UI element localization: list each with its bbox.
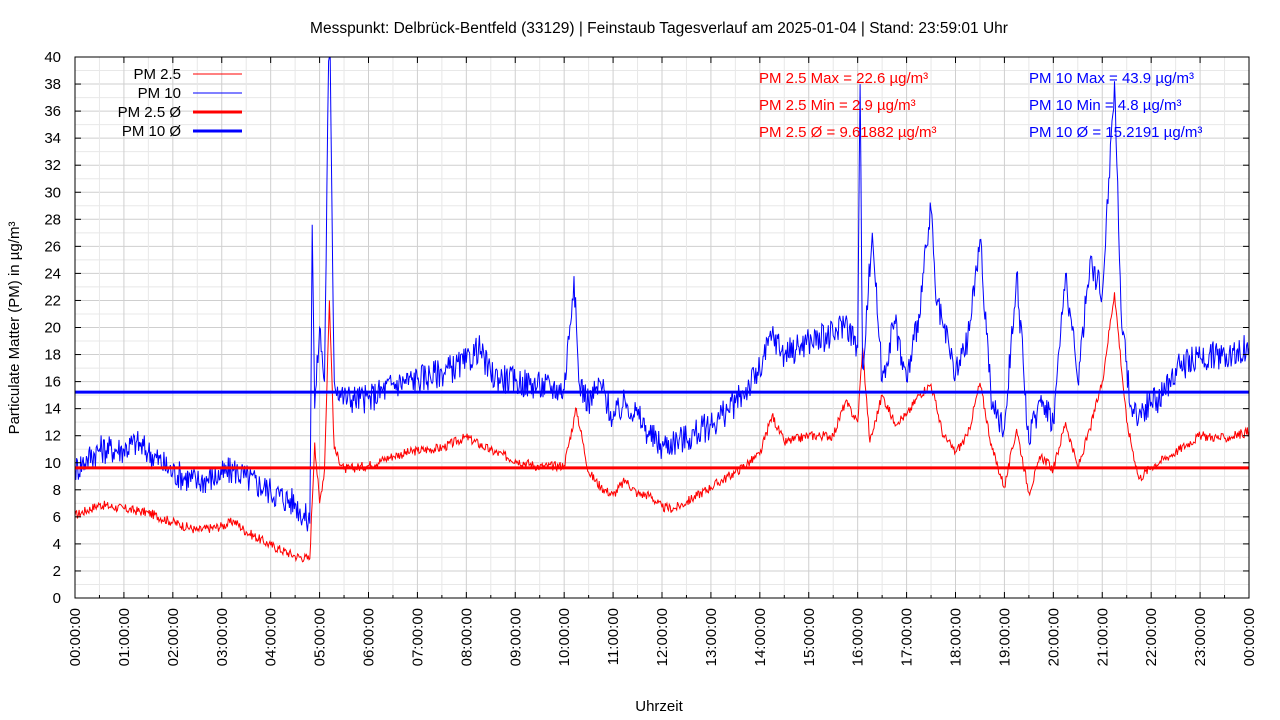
x-tick-label: 11:00:00: [605, 608, 622, 665]
y-tick-label: 16: [44, 374, 61, 391]
x-tick-label: 09:00:00: [507, 608, 524, 666]
x-tick-label: 06:00:00: [361, 608, 378, 666]
x-tick-label: 17:00:00: [899, 608, 916, 666]
x-tick-label: 05:00:00: [312, 608, 329, 666]
y-tick-label: 12: [44, 428, 61, 445]
x-tick-label: 22:00:00: [1143, 608, 1160, 666]
y-tick-label: 34: [44, 130, 61, 147]
y-tick-label: 40: [44, 49, 61, 66]
stat-pm25-min: PM 2.5 Min = 2.9 µg/m³: [759, 97, 916, 114]
x-axis-label: Uhrzeit: [635, 698, 683, 715]
x-tick-labels: 00:00:00 01:00:00 02:00:00 03:00:00 04:00:00…: [67, 608, 1258, 666]
x-tick-label: 00:00:00: [1241, 608, 1258, 666]
legend-label-pm25: PM 2.5: [133, 66, 181, 83]
y-tick-label: 22: [44, 292, 61, 309]
legend-label-pm10-mean: PM 10 Ø: [122, 123, 182, 140]
stats-pm10: PM 10 Max = 43.9 µg/m³ PM 10 Min = 4.8 µ…: [1029, 70, 1202, 141]
y-tick-label: 30: [44, 184, 61, 201]
x-tick-label: 01:00:00: [116, 608, 133, 666]
stat-pm25-max: PM 2.5 Max = 22.6 µg/m³: [759, 70, 928, 87]
y-tick-label: 14: [44, 401, 61, 418]
stat-pm10-mean: PM 10 Ø = 15.2191 µg/m³: [1029, 124, 1202, 141]
legend: PM 2.5 PM 10 PM 2.5 Ø PM 10 Ø: [118, 66, 242, 140]
y-tick-label: 8: [53, 482, 61, 499]
y-tick-label: 26: [44, 238, 61, 255]
x-tick-label: 00:00:00: [67, 608, 84, 666]
series-line-pm10: [74, 56, 1250, 532]
stat-pm10-min: PM 10 Min = 4.8 µg/m³: [1029, 97, 1181, 114]
x-tick-label: 18:00:00: [948, 608, 965, 666]
x-tick-label: 02:00:00: [165, 608, 182, 666]
y-tick-label: 2: [53, 563, 61, 580]
legend-label-pm25-mean: PM 2.5 Ø: [118, 104, 182, 121]
y-tick-label: 24: [44, 265, 61, 282]
ticks: [74, 56, 1250, 599]
x-tick-label: 12:00:00: [654, 608, 671, 666]
series-layer: [74, 56, 1250, 563]
x-tick-label: 10:00:00: [556, 608, 573, 666]
y-tick-label: 20: [44, 320, 61, 337]
x-tick-label: 04:00:00: [263, 608, 280, 666]
stat-pm25-mean: PM 2.5 Ø = 9.61882 µg/m³: [759, 124, 936, 141]
x-tick-label: 23:00:00: [1192, 608, 1209, 666]
y-tick-label: 38: [44, 76, 61, 93]
x-tick-label: 21:00:00: [1094, 608, 1111, 666]
series-line-pm25: [74, 292, 1250, 563]
mean-lines: [75, 390, 1249, 470]
y-tick-label: 0: [53, 590, 61, 607]
legend-label-pm10: PM 10: [138, 85, 181, 102]
y-tick-label: 6: [53, 509, 61, 526]
x-tick-label: 07:00:00: [409, 608, 426, 666]
x-tick-label: 14:00:00: [752, 608, 769, 666]
y-tick-label: 28: [44, 211, 61, 228]
x-tick-label: 03:00:00: [214, 608, 231, 666]
y-tick-label: 18: [44, 347, 61, 364]
x-tick-label: 20:00:00: [1045, 608, 1062, 666]
stats-pm25: PM 2.5 Max = 22.6 µg/m³ PM 2.5 Min = 2.9…: [759, 70, 936, 141]
y-tick-label: 32: [44, 157, 61, 174]
y-axis-label: Particulate Matter (PM) in µg/m³: [6, 222, 23, 435]
chart-title: Messpunkt: Delbrück-Bentfeld (33129) | F…: [310, 20, 1008, 37]
x-tick-label: 13:00:00: [703, 608, 720, 666]
x-tick-label: 15:00:00: [801, 608, 818, 666]
y-tick-label: 10: [44, 455, 61, 472]
x-tick-label: 08:00:00: [458, 608, 475, 666]
x-tick-label: 19:00:00: [996, 608, 1013, 666]
y-tick-label: 4: [53, 536, 61, 553]
stat-pm10-max: PM 10 Max = 43.9 µg/m³: [1029, 70, 1194, 87]
x-tick-label: 16:00:00: [850, 608, 867, 666]
y-tick-label: 36: [44, 103, 61, 120]
